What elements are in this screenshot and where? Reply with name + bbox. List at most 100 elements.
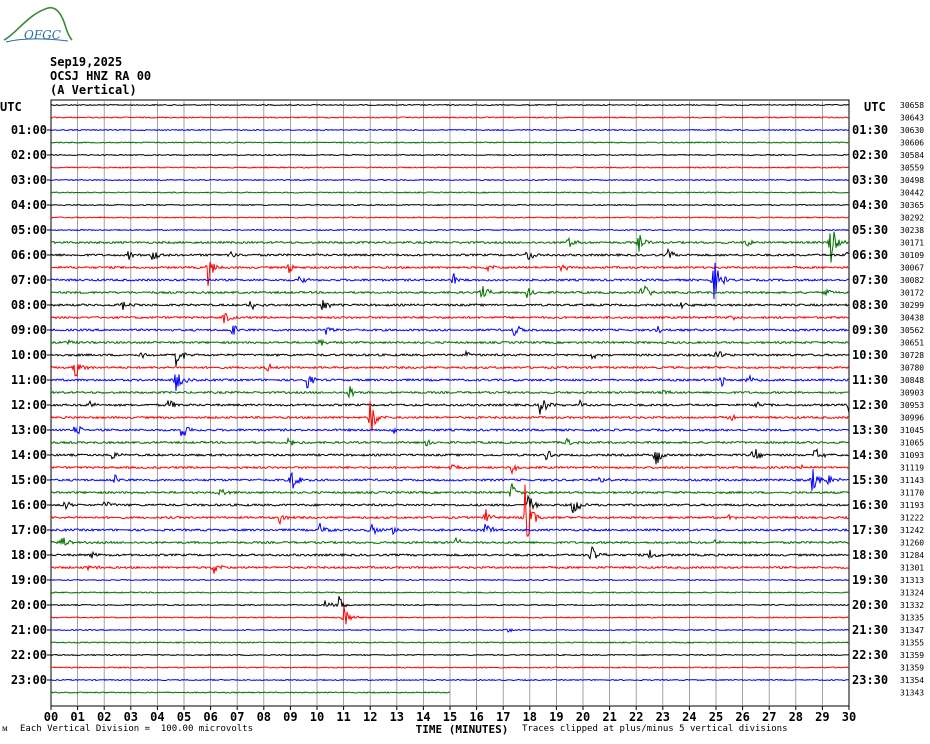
seismic-trace bbox=[50, 522, 850, 536]
seismic-trace bbox=[50, 469, 850, 491]
trace-count-label: 31324 bbox=[900, 589, 924, 598]
trace-count-label: 30299 bbox=[900, 301, 924, 310]
left-hour-label: 08:00 bbox=[11, 298, 47, 312]
seismic-trace bbox=[50, 494, 850, 514]
x-tick-label: 20 bbox=[576, 710, 590, 724]
seismic-trace bbox=[50, 596, 850, 609]
seismic-trace bbox=[50, 128, 850, 132]
x-tick-label: 05 bbox=[177, 710, 191, 724]
trace-count-label: 31313 bbox=[900, 576, 924, 585]
right-hour-label: 18:30 bbox=[852, 548, 888, 562]
seismic-trace bbox=[50, 362, 850, 377]
left-hour-label: 01:00 bbox=[11, 123, 47, 137]
x-tick-label: 03 bbox=[124, 710, 138, 724]
x-tick-label: 22 bbox=[629, 710, 643, 724]
left-axis-title: UTC bbox=[0, 100, 22, 114]
trace-count-label: 30067 bbox=[900, 264, 924, 273]
right-hour-label: 19:30 bbox=[852, 573, 888, 587]
trace-count-label: 31284 bbox=[900, 551, 924, 560]
seismic-trace bbox=[51, 641, 850, 644]
x-tick-label: 06 bbox=[203, 710, 217, 724]
trace-count-label: 30082 bbox=[900, 276, 924, 285]
trace-count-label: 30780 bbox=[900, 364, 924, 373]
left-hour-label: 12:00 bbox=[11, 398, 47, 412]
seismic-trace bbox=[50, 591, 850, 594]
right-hour-label: 08:30 bbox=[852, 298, 888, 312]
seismic-trace bbox=[50, 691, 451, 694]
x-tick-label: 28 bbox=[789, 710, 803, 724]
x-tick-label: 18 bbox=[523, 710, 537, 724]
trace-count-label: 31170 bbox=[900, 489, 924, 498]
x-tick-label: 14 bbox=[416, 710, 430, 724]
trace-count-label: 31143 bbox=[900, 476, 924, 485]
seismic-trace bbox=[50, 141, 850, 144]
footer-clip-note: Traces clipped at plus/minus 5 vertical … bbox=[522, 724, 788, 734]
trace-count-label: 30651 bbox=[900, 339, 924, 348]
seismic-trace bbox=[50, 325, 849, 337]
left-hour-label: 13:00 bbox=[11, 423, 47, 437]
right-hour-label: 16:30 bbox=[852, 498, 888, 512]
seismic-trace bbox=[50, 399, 850, 415]
trace-count-label: 31242 bbox=[900, 526, 924, 535]
seismic-trace bbox=[50, 191, 850, 194]
left-hour-label: 15:00 bbox=[11, 473, 47, 487]
seismic-trace bbox=[50, 436, 850, 447]
x-tick-label: 27 bbox=[762, 710, 776, 724]
right-hour-label: 20:30 bbox=[852, 598, 888, 612]
x-tick-label: 00 bbox=[44, 710, 58, 724]
trace-count-label: 30171 bbox=[900, 239, 924, 248]
trace-count-label: 30442 bbox=[900, 189, 924, 198]
right-hour-label: 13:30 bbox=[852, 423, 888, 437]
x-tick-label: 24 bbox=[682, 710, 696, 724]
right-hour-label: 02:30 bbox=[852, 148, 888, 162]
right-axis-title: UTC bbox=[864, 100, 886, 114]
trace-count-label: 31332 bbox=[900, 601, 924, 610]
seismic-trace bbox=[50, 448, 850, 465]
x-tick-label: 16 bbox=[469, 710, 483, 724]
trace-count-label: 30172 bbox=[900, 289, 924, 298]
x-tick-label: 13 bbox=[390, 710, 404, 724]
seismic-trace bbox=[50, 349, 850, 367]
trace-count-label: 30109 bbox=[900, 251, 924, 260]
trace-count-label: 30630 bbox=[900, 126, 924, 135]
x-tick-label: 19 bbox=[549, 710, 563, 724]
trace-count-label: 31222 bbox=[900, 514, 924, 523]
left-hour-label: 05:00 bbox=[11, 223, 47, 237]
trace-count-label: 30658 bbox=[900, 101, 924, 110]
trace-count-label: 31065 bbox=[900, 439, 924, 448]
left-hour-label: 14:00 bbox=[11, 448, 47, 462]
right-hour-label: 14:30 bbox=[852, 448, 888, 462]
right-hour-label: 10:30 bbox=[852, 348, 888, 362]
trace-count-label: 31093 bbox=[900, 451, 924, 460]
left-hour-label: 18:00 bbox=[11, 548, 47, 562]
seismic-trace bbox=[50, 653, 850, 657]
trace-count-label: 30559 bbox=[900, 164, 924, 173]
left-hour-label: 16:00 bbox=[11, 498, 47, 512]
x-tick-label: 15 bbox=[443, 710, 457, 724]
seismic-trace bbox=[50, 536, 850, 546]
trace-count-label: 30728 bbox=[900, 351, 924, 360]
left-hour-label: 03:00 bbox=[11, 173, 47, 187]
trace-count-label: 30238 bbox=[900, 226, 924, 235]
right-hour-label: 07:30 bbox=[852, 273, 888, 287]
x-tick-label: 30 bbox=[842, 710, 856, 724]
ofgc-logo bbox=[3, 6, 73, 43]
left-hour-label: 17:00 bbox=[11, 523, 47, 537]
seismic-trace bbox=[50, 203, 850, 207]
trace-count-label: 31359 bbox=[900, 664, 924, 673]
left-hour-label: 20:00 bbox=[11, 598, 47, 612]
trace-count-label: 30643 bbox=[900, 114, 924, 123]
trace-count-label: 31359 bbox=[900, 651, 924, 660]
x-tick-label: 01 bbox=[70, 710, 84, 724]
station-label: OCSJ HNZ RA 00 bbox=[50, 69, 152, 83]
trace-count-label: 31355 bbox=[900, 639, 924, 648]
trace-count-label: 30953 bbox=[900, 401, 924, 410]
right-hour-label: 17:30 bbox=[852, 523, 888, 537]
trace-count-label: 30498 bbox=[900, 176, 924, 185]
left-hour-label: 23:00 bbox=[11, 673, 47, 687]
trace-count-label: 30292 bbox=[900, 214, 924, 223]
footer-symbol: ᴍ bbox=[2, 724, 8, 734]
seismic-trace bbox=[50, 578, 850, 582]
x-tick-label: 09 bbox=[283, 710, 297, 724]
seismic-trace bbox=[50, 463, 850, 476]
